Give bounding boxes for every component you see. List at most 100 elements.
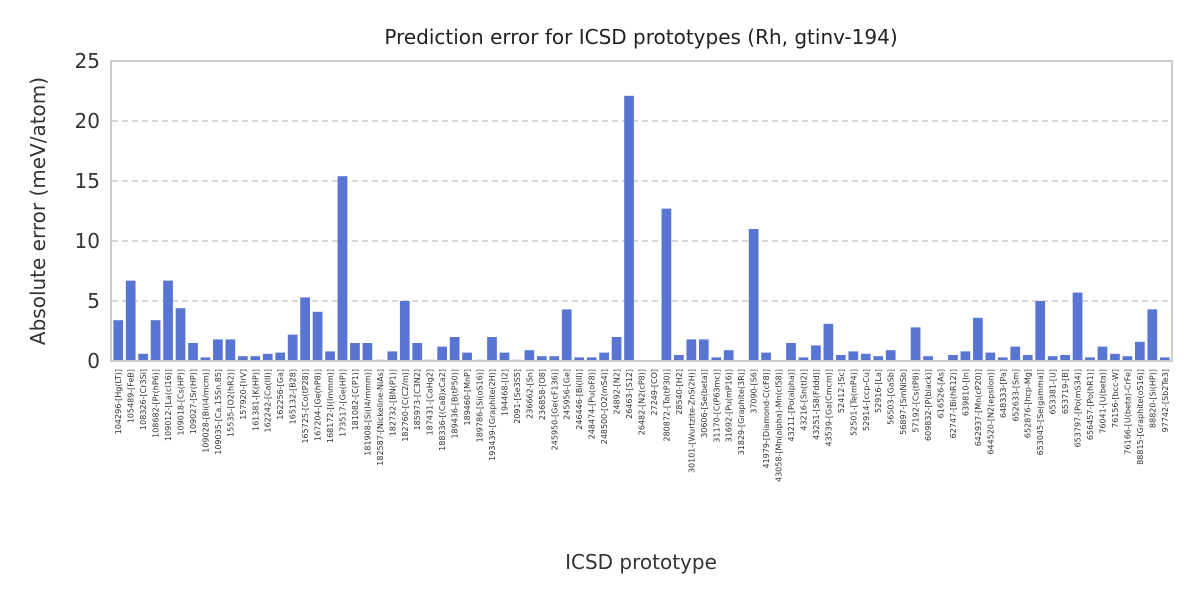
x-tick-label: 43211-[Po(alpha)] (787, 369, 796, 441)
x-tick-label: 187431-[CaHg2] (426, 369, 435, 435)
x-tick-label: 189436-[B(tP50)] (451, 369, 460, 439)
x-tick-label: 652876-[hcp-Mg] (1024, 369, 1033, 438)
bar (138, 353, 149, 361)
bar (200, 357, 211, 361)
bar (786, 343, 796, 361)
x-tick-label: 43251-[S8(Fddd)] (812, 369, 821, 440)
x-tick-label: 652633-[Sm] (1011, 369, 1020, 422)
x-tick-label: 181908-[Si(I4/mmm)] (363, 369, 372, 456)
bar (599, 352, 609, 361)
bar (262, 353, 273, 361)
x-tick-label: 616526-[As] (937, 369, 946, 418)
y-tick-label: 20 (75, 109, 100, 133)
bar (237, 356, 248, 361)
bar (437, 346, 448, 361)
x-tick-label: 62747-[Bi(hR12)] (949, 369, 958, 438)
x-tick-label: 76041-[U(beta)] (1098, 369, 1107, 434)
bar (1159, 357, 1170, 361)
x-tick-label: 248474-[Pu(oF8)] (588, 369, 597, 439)
x-tick-label: 109018-[Cs(HP)] (177, 369, 186, 436)
bar (499, 352, 510, 361)
x-tick-label: 76156-[bcc-W] (1111, 369, 1120, 428)
x-tick-label: 88815-[Graphite(oS16)] (1136, 369, 1145, 465)
bar (487, 337, 497, 361)
chart-title: Prediction error for ICSD prototypes (Rh… (384, 25, 897, 49)
plot-frame (110, 60, 1173, 362)
bar (798, 357, 809, 361)
bar (312, 311, 323, 361)
bar (1022, 355, 1033, 361)
x-tick-label: 189786-[Si(oS16)] (476, 369, 485, 442)
bar (748, 229, 759, 361)
x-tick-label: 56897-[SmNiSb] (899, 369, 908, 435)
bar (1060, 355, 1070, 361)
x-tick-label: 193439-[Graphite(2H)] (488, 369, 497, 461)
bar (462, 352, 472, 361)
bar (188, 343, 198, 361)
x-tick-label: 168172-[I(Immm)] (326, 369, 335, 443)
x-tick-label: 15535-[O2(hR2)] (226, 369, 235, 437)
bar (1110, 353, 1120, 361)
x-tick-label: 245950-[Ge(cF136)] (550, 369, 559, 450)
x-tick-label: 173517-[Ge(HP)] (338, 369, 347, 437)
bar (873, 356, 884, 361)
x-tick-label: 2091-[Se3S5] (513, 369, 522, 424)
bar (163, 280, 173, 361)
bar (586, 357, 597, 361)
x-tick-label: 43216-[Sn(tI2)] (799, 369, 808, 431)
x-tick-label: 43539-[Ga(Cmcm)] (824, 369, 833, 447)
x-tick-label: 43058-[Mn(alpha)-Mn(cI58)] (775, 369, 784, 482)
x-tick-label: 182587-[Nickeline-NiAs] (376, 369, 385, 466)
x-tick-label: 246446-[Bi(III)] (575, 369, 584, 430)
x-tick-label: 31829-[Graphite(3R)] (737, 369, 746, 455)
x-tick-label: 236858-[O8] (538, 369, 547, 420)
x-tick-label: 52916-[La] (874, 369, 883, 413)
bar (300, 297, 310, 361)
bar (1085, 357, 1095, 361)
y-tick-label: 5 (87, 289, 100, 313)
x-tick-label: 189460-[MnP] (463, 369, 472, 425)
x-tick-label: 109028-[Bi(I4/mcm)] (201, 369, 210, 453)
x-tick-label: 88820-[Si(HP)] (1148, 369, 1157, 428)
bar (823, 323, 834, 361)
bar (611, 337, 622, 361)
bar (536, 356, 547, 361)
bar (150, 320, 161, 361)
x-tick-label: 162256-[Ga] (276, 369, 285, 420)
bar (1010, 346, 1021, 361)
x-tick-label: 182760-[C(C2/m)] (401, 369, 410, 442)
bar (125, 280, 136, 361)
x-tick-label: 167204-[Ge(hP8)] (314, 369, 323, 441)
y-tick-label: 15 (75, 169, 100, 193)
x-tick-label: 52914-[ccp-Cu] (862, 369, 871, 431)
bar (1122, 356, 1133, 361)
bar (225, 339, 236, 361)
bar (275, 352, 286, 361)
bar (387, 351, 398, 361)
bar (811, 345, 821, 361)
bar (1097, 346, 1108, 361)
bar (997, 357, 1008, 361)
x-tick-label: 280872-[Ta(tP30)] (662, 369, 671, 442)
y-axis-label: Absolute error (meV/atom) (26, 77, 50, 345)
bar (549, 356, 560, 361)
x-tick-label: 31692-[Pu(mP16)] (725, 369, 734, 442)
bar (1047, 356, 1058, 361)
bar (910, 327, 921, 361)
x-tick-label: 57192-[Cs(tP8)] (912, 369, 921, 433)
bar (948, 355, 958, 361)
bar (337, 176, 348, 361)
bar (860, 353, 871, 361)
x-tick-label: 37090-[S6] (750, 369, 759, 414)
x-tick-label: 157920-[IrV] (239, 369, 248, 420)
x-tick-label: 653045-[Se(gamma)] (1036, 369, 1045, 455)
bar (287, 334, 298, 361)
bar (399, 301, 410, 361)
x-tick-label: 165725-[Co(tP28)] (301, 369, 310, 444)
x-tick-label: 639810-[In] (961, 369, 970, 416)
x-tick-label: 245956-[Ge] (563, 369, 572, 420)
x-tick-label: 185973-[C3N2] (413, 369, 422, 430)
x-tick-label: 188336-[(Ca8)xCa2] (438, 369, 447, 451)
bar (973, 317, 983, 361)
x-tick-label: 653381-[U] (1049, 369, 1058, 415)
